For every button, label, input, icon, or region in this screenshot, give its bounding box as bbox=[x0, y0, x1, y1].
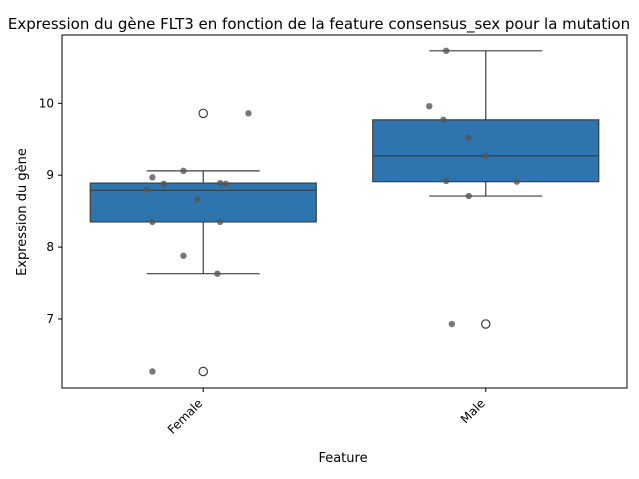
data-point bbox=[149, 174, 156, 181]
outlier-marker bbox=[480, 319, 491, 329]
data-point bbox=[180, 167, 187, 175]
data-point bbox=[143, 186, 150, 193]
data-point bbox=[482, 152, 489, 159]
y-tick-label: 10 bbox=[39, 96, 54, 110]
outlier-marker bbox=[198, 108, 209, 119]
data-point bbox=[443, 47, 450, 55]
outlier-marker bbox=[198, 366, 209, 377]
y-tick-label: 8 bbox=[46, 240, 54, 254]
data-point bbox=[245, 110, 252, 117]
y-tick-label: 9 bbox=[46, 168, 54, 182]
data-point bbox=[440, 116, 447, 124]
data-point bbox=[160, 180, 167, 188]
x-tick-label: Female bbox=[165, 396, 206, 437]
box-male bbox=[372, 119, 600, 183]
data-point bbox=[448, 320, 456, 328]
data-point bbox=[194, 196, 201, 203]
y-tick-label: 7 bbox=[46, 312, 54, 326]
data-point bbox=[513, 178, 521, 185]
x-axis-label: Feature bbox=[318, 451, 367, 466]
plot-area bbox=[89, 47, 600, 377]
data-point bbox=[222, 180, 230, 188]
chart-title: Expression du gène FLT3 en fonction de l… bbox=[8, 15, 630, 34]
x-tick-label: Male bbox=[458, 396, 488, 426]
data-point bbox=[426, 102, 433, 110]
data-point bbox=[443, 177, 450, 185]
data-point bbox=[149, 218, 156, 226]
data-point bbox=[465, 134, 472, 142]
data-point bbox=[180, 252, 187, 259]
plot-frame bbox=[61, 34, 628, 389]
data-point bbox=[465, 192, 472, 200]
data-point bbox=[149, 368, 156, 375]
data-point bbox=[214, 270, 221, 277]
data-point bbox=[217, 179, 224, 187]
box-female bbox=[89, 182, 317, 223]
y-axis-label: Expression du gène bbox=[15, 148, 30, 276]
data-point bbox=[217, 218, 224, 226]
